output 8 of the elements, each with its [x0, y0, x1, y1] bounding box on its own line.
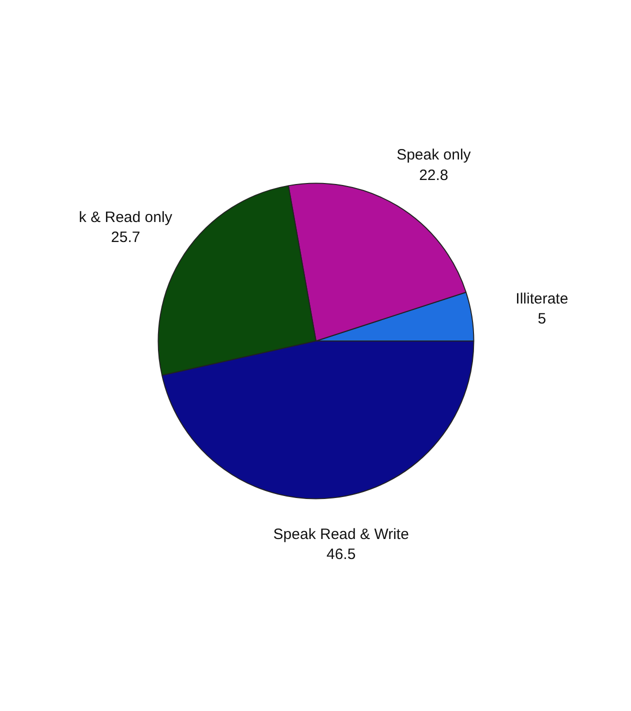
- data-label: 25.7: [111, 229, 140, 246]
- slice-label: Speak only: [396, 146, 472, 164]
- data-label: 22.8: [419, 167, 448, 184]
- data-label: 5: [538, 310, 546, 328]
- slice-label: Speak Read & Write: [273, 526, 409, 543]
- slice-label: Illiterate: [516, 290, 568, 308]
- slice-label: k & Read only: [78, 208, 173, 226]
- data-label: 46.5: [326, 546, 356, 564]
